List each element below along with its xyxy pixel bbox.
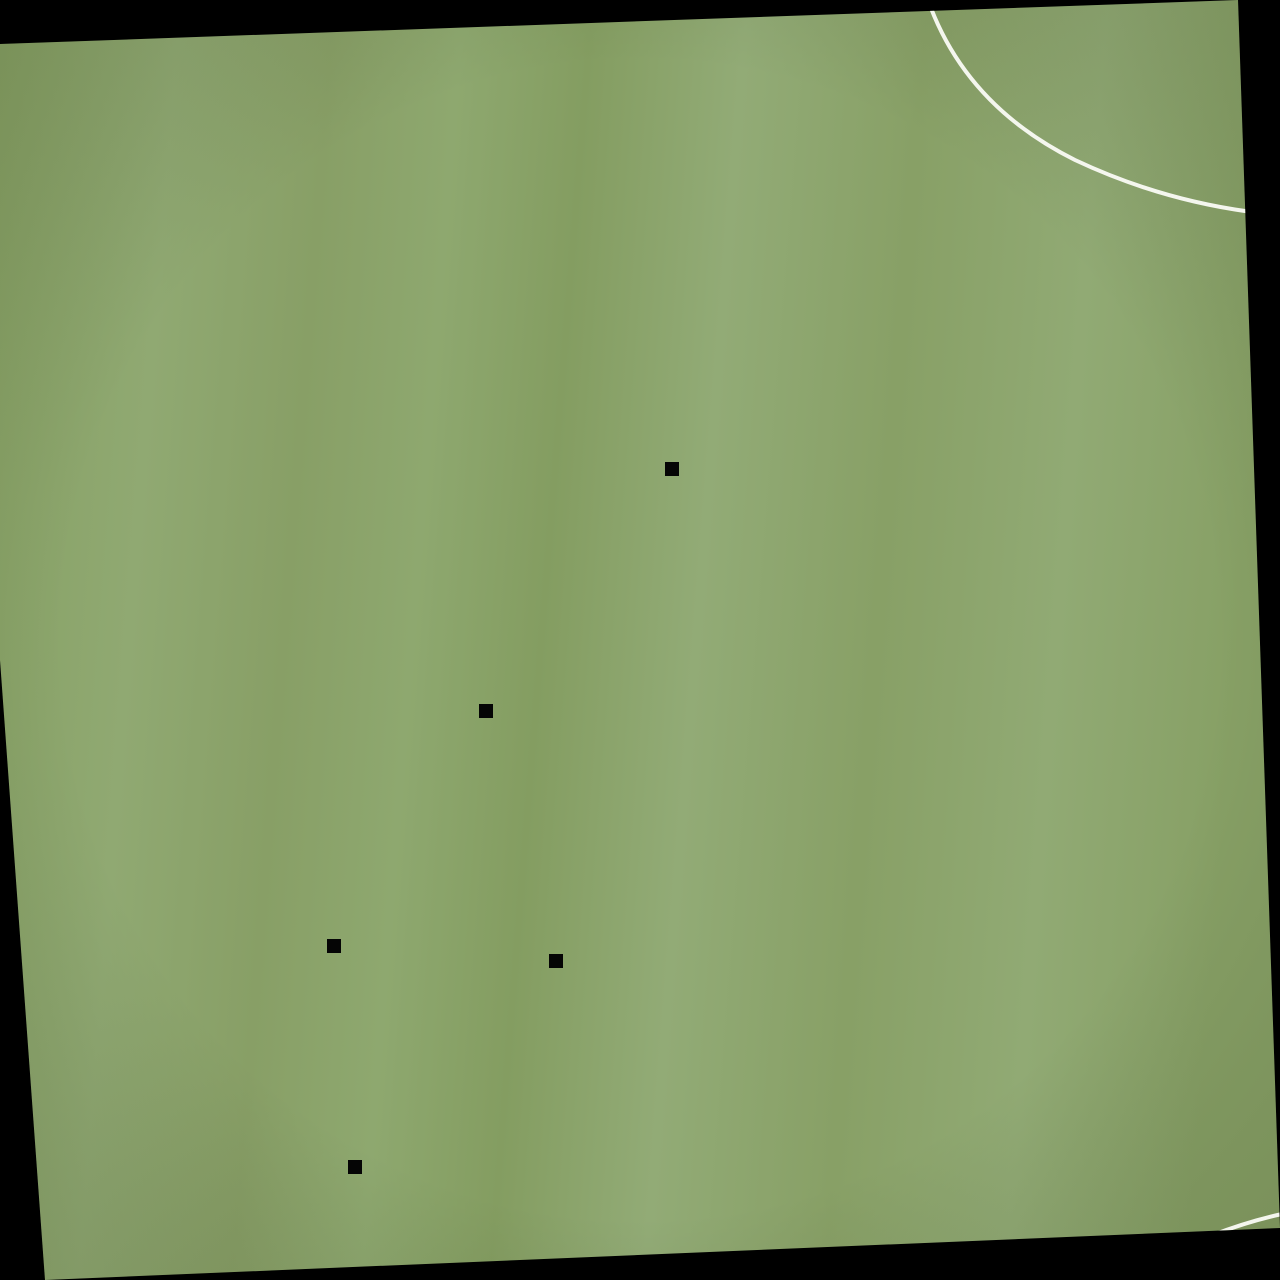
marker-5 <box>348 1160 362 1174</box>
marker-2 <box>479 704 493 718</box>
center-circle-arc <box>926 0 1254 214</box>
marker-4 <box>549 954 563 968</box>
marker-1 <box>665 462 679 476</box>
marker-3 <box>327 939 341 953</box>
